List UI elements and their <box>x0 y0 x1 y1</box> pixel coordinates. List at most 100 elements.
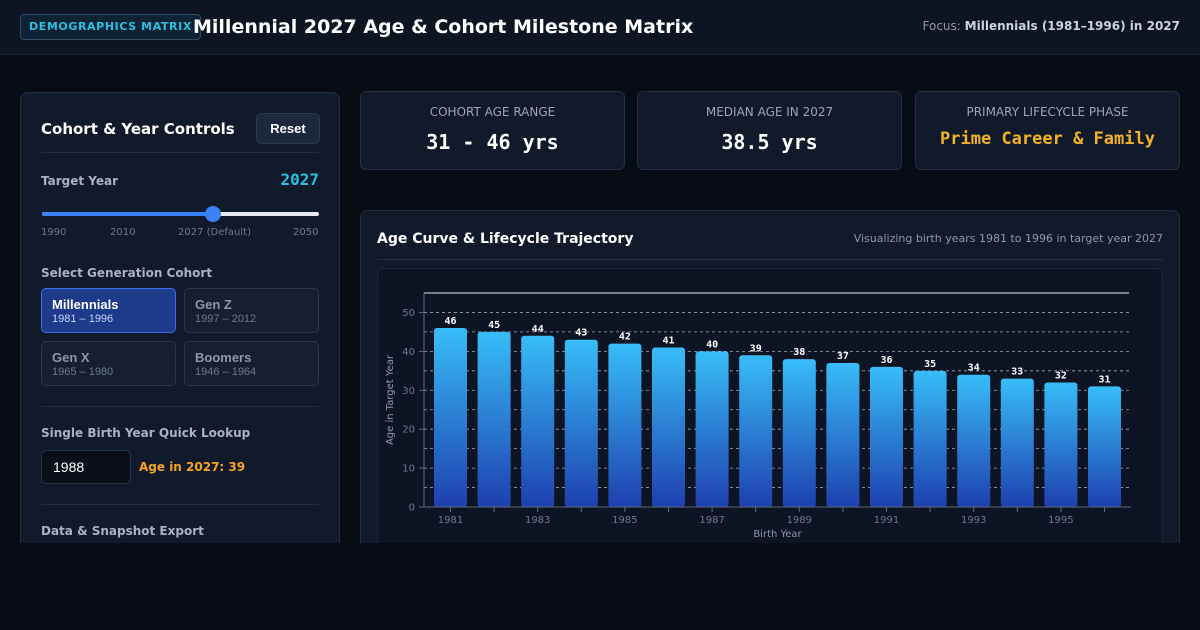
divider <box>41 504 319 505</box>
divider <box>41 152 319 153</box>
bar-1987 <box>695 351 729 507</box>
bar-1991 <box>870 366 903 507</box>
slider-tick-label: 2027 (Default) <box>178 227 251 238</box>
bar-1988 <box>739 355 773 507</box>
x-tick-label: 1989 <box>787 515 812 526</box>
bar-value-label: 45 <box>488 320 500 331</box>
bar-1984 <box>564 339 598 507</box>
x-tick-label: 1987 <box>699 515 724 526</box>
bar-1981 <box>434 328 467 507</box>
cohort-millennials-button[interactable]: Millennials 1981 – 1996 <box>41 288 176 333</box>
stat-value: Prime Career & Family <box>940 129 1155 149</box>
bar-1983 <box>521 335 555 507</box>
y-tick-label: 0 <box>409 503 415 514</box>
y-tick-label: 30 <box>402 386 415 397</box>
x-tick-label: 1995 <box>1048 515 1073 526</box>
target-year-label: Target Year <box>41 174 119 188</box>
bar-value-label: 46 <box>444 316 456 327</box>
bar-1982 <box>477 331 511 507</box>
cohort-genz-button[interactable]: Gen Z 1997 – 2012 <box>184 288 319 333</box>
lookup-result: Age in 2027: 39 <box>139 460 246 474</box>
cohort-name: Gen X <box>52 350 90 365</box>
bar-value-label: 42 <box>619 332 631 343</box>
bar-value-label: 40 <box>706 339 718 350</box>
target-year-value: 2027 <box>280 170 319 189</box>
cohort-range: 1965 – 1980 <box>52 366 114 378</box>
y-tick-label: 20 <box>402 425 415 436</box>
lookup-label: Single Birth Year Quick Lookup <box>41 426 251 440</box>
cohort-name: Boomers <box>195 350 252 365</box>
bar-1995 <box>1044 382 1078 507</box>
chart-subtitle: Visualizing birth years 1981 to 1996 in … <box>853 232 1163 245</box>
stat-label: PRIMARY LIFECYCLE PHASE <box>966 105 1129 119</box>
slider-tick-label: 2010 <box>110 227 136 238</box>
slider-handle[interactable] <box>204 206 221 222</box>
bar-1993 <box>957 374 991 507</box>
stat-card-age-range: COHORT AGE RANGE 31 - 46 yrs <box>360 91 625 170</box>
focus-indicator: Focus: Millennials (1981–1996) in 2027 <box>923 19 1180 33</box>
cohort-label: Select Generation Cohort <box>41 266 213 280</box>
bar-value-label: 39 <box>750 343 762 354</box>
x-tick-label: 1981 <box>438 515 463 526</box>
bar-1986 <box>652 347 685 507</box>
chart-area: 46 45 44 43 42 41 40 39 38 37 36 35 34 33 32 31 0 10 20 30… <box>377 268 1163 543</box>
slider-tick-label: 1990 <box>41 227 67 238</box>
bar-value-label: 36 <box>880 355 892 366</box>
page-title: Millennial 2027 Age & Cohort Milestone M… <box>193 16 694 38</box>
divider <box>41 406 319 407</box>
bar-1994 <box>1000 378 1034 507</box>
bar-value-label: 44 <box>532 324 544 335</box>
bar-1990 <box>826 363 860 507</box>
target-year-slider[interactable] <box>42 206 319 222</box>
stat-label: MEDIAN AGE IN 2027 <box>705 105 834 119</box>
top-bar: DEMOGRAPHICS MATRIX Millennial 2027 Age … <box>0 0 1200 55</box>
stat-value: 31 - 46 yrs <box>426 130 559 154</box>
controls-title: Cohort & Year Controls <box>41 120 235 138</box>
cohort-genx-button[interactable]: Gen X 1965 – 1980 <box>41 341 176 386</box>
bar-value-label: 32 <box>1055 370 1067 381</box>
stat-card-median-age: MEDIAN AGE IN 2027 38.5 yrs <box>637 91 902 170</box>
bar-value-label: 35 <box>924 359 936 370</box>
bar-1996 <box>1088 386 1121 507</box>
cohort-range: 1981 – 1996 <box>52 313 114 325</box>
section-tag: DEMOGRAPHICS MATRIX <box>20 14 201 40</box>
bar-value-label: 43 <box>575 328 587 339</box>
x-tick-label: 1991 <box>874 515 899 526</box>
bar-value-label: 41 <box>662 335 674 346</box>
bar-value-label: 34 <box>968 363 980 374</box>
bar-1992 <box>913 370 947 507</box>
y-tick-label: 40 <box>402 347 415 358</box>
y-tick-label: 50 <box>402 308 415 319</box>
chart-title: Age Curve & Lifecycle Trajectory <box>377 231 634 247</box>
controls-panel: Cohort & Year Controls Reset Target Year… <box>20 92 340 543</box>
cohort-name: Millennials <box>52 297 119 312</box>
chart-panel: Age Curve & Lifecycle Trajectory Visuali… <box>360 210 1180 543</box>
y-axis-label: Age in Target Year <box>385 354 396 445</box>
cohort-boomers-button[interactable]: Boomers 1946 – 1964 <box>184 341 319 386</box>
export-label: Data & Snapshot Export <box>41 524 204 538</box>
x-tick-label: 1985 <box>612 515 637 526</box>
stat-label: COHORT AGE RANGE <box>429 105 556 119</box>
slider-tick-label: 2050 <box>293 227 319 238</box>
slider-fill <box>42 212 213 216</box>
bar-value-label: 38 <box>793 347 805 358</box>
divider <box>377 259 1163 260</box>
age-bar-chart: 46 45 44 43 42 41 40 39 38 37 36 35 34 33 32 31 0 10 20 30… <box>385 292 1131 540</box>
x-tick-label: 1983 <box>525 515 550 526</box>
bar-1985 <box>608 343 642 507</box>
reset-button[interactable]: Reset <box>256 113 320 144</box>
birth-year-input[interactable] <box>41 450 131 484</box>
bar-value-label: 37 <box>837 351 849 362</box>
y-tick-label: 10 <box>402 464 415 475</box>
cohort-range: 1946 – 1964 <box>195 366 257 378</box>
bar-1989 <box>782 359 816 507</box>
cohort-name: Gen Z <box>195 297 232 312</box>
focus-label: Focus: <box>922 19 961 33</box>
stat-value: 38.5 yrs <box>721 130 818 154</box>
x-tick-label: 1993 <box>961 515 986 526</box>
bar-value-label: 33 <box>1011 367 1023 378</box>
bar-value-label: 31 <box>1098 374 1110 385</box>
cohort-range: 1997 – 2012 <box>195 313 257 325</box>
stat-card-lifecycle-phase: PRIMARY LIFECYCLE PHASE Prime Career & F… <box>915 91 1180 170</box>
x-axis-label: Birth Year <box>753 529 802 540</box>
